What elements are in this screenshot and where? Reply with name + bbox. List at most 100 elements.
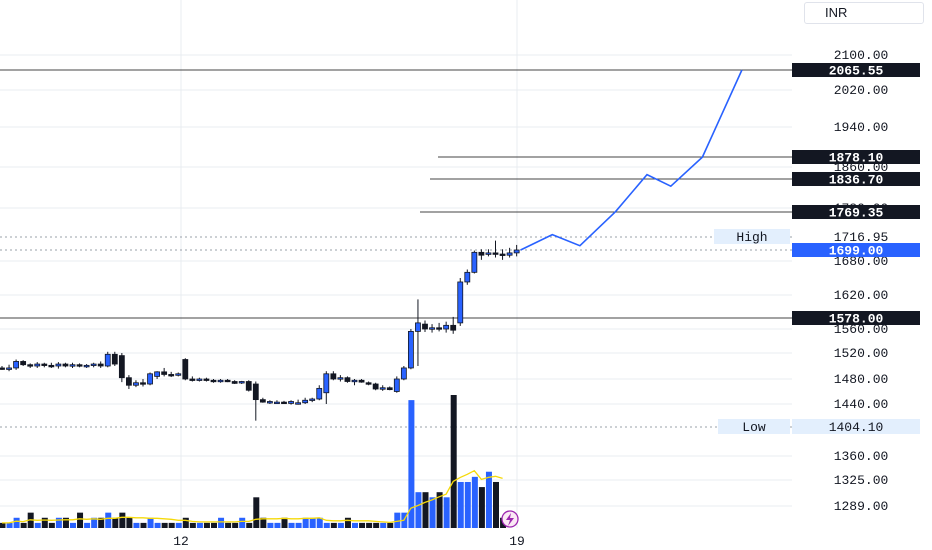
volume-bar — [55, 517, 62, 528]
candle-body — [147, 373, 153, 385]
candle-body — [168, 374, 175, 377]
candle-body — [450, 324, 457, 331]
candle-body — [118, 355, 125, 379]
volume-bar — [34, 522, 41, 528]
volume-bar — [41, 517, 48, 528]
candle-body — [295, 402, 302, 405]
candle-body — [415, 322, 421, 332]
candle-body — [379, 387, 386, 390]
volume-bar — [70, 522, 76, 528]
volume-bar — [380, 522, 387, 528]
volume-bar — [450, 395, 457, 528]
candle-body — [55, 363, 62, 367]
low-value: 1404.10 — [829, 420, 884, 435]
candle-body — [0, 367, 5, 370]
candle-body — [365, 382, 372, 385]
candle-body — [13, 361, 20, 369]
volume-bar — [408, 400, 415, 528]
volume-bar — [175, 522, 182, 528]
lightning-icon — [506, 513, 514, 526]
candle-body — [351, 379, 358, 383]
candle-body — [90, 363, 97, 366]
candle-body — [372, 383, 379, 390]
candle-body — [238, 381, 245, 384]
volume-bar — [168, 522, 175, 528]
volume-bar — [429, 497, 436, 528]
volume-bar — [422, 492, 429, 528]
volume-bar — [232, 522, 239, 528]
volume-bar — [91, 517, 98, 528]
candle-body — [6, 367, 12, 370]
volume-bar — [366, 522, 373, 528]
candle-body — [83, 364, 90, 368]
volume-bar — [98, 517, 105, 528]
volume-bar — [77, 512, 84, 528]
candle-body — [196, 378, 203, 381]
low-label: Low — [742, 420, 766, 435]
date-tick-label: 12 — [173, 534, 189, 549]
volume-bar — [352, 522, 358, 528]
volume-bar — [203, 522, 210, 528]
candle-body — [457, 281, 464, 324]
candle-body — [20, 361, 27, 366]
candle-body — [34, 363, 41, 367]
volume-bar — [84, 522, 91, 528]
candle-body — [182, 359, 189, 380]
candle-body — [62, 363, 69, 367]
candle-body — [224, 379, 231, 383]
candle-body — [316, 387, 323, 400]
candle-body — [485, 252, 492, 255]
candle-body — [27, 364, 34, 367]
candle-body — [76, 364, 83, 367]
volume-bar — [323, 522, 330, 528]
volume-bar — [196, 522, 203, 528]
volume-bar — [246, 522, 253, 528]
high-value: 1716.95 — [834, 230, 889, 245]
price-tick-label: 2100.00 — [834, 48, 889, 63]
volume-bar — [62, 517, 69, 528]
volume-bar — [147, 517, 154, 528]
low-value-box — [792, 419, 920, 434]
candle-body — [189, 378, 196, 381]
volume-bar — [281, 517, 288, 528]
candle-body — [69, 364, 76, 367]
price-tick-label: 1520.00 — [834, 346, 889, 361]
volume-bar — [387, 522, 394, 528]
level-price-tag — [792, 63, 920, 77]
candle-body — [422, 323, 428, 330]
level-price-tag — [792, 150, 920, 164]
candle-body — [492, 252, 499, 255]
volume-bar — [218, 517, 225, 528]
level-price-tag — [792, 172, 920, 186]
volume-bar — [0, 522, 6, 528]
volume-bar — [344, 517, 351, 528]
price-tick-label: 1940.00 — [834, 120, 889, 135]
candle-body — [281, 401, 287, 405]
volume-bar — [112, 517, 119, 528]
candle-body — [323, 373, 330, 394]
volume-bar — [288, 522, 295, 528]
candle-body — [478, 251, 485, 256]
volume-bar — [140, 522, 147, 528]
volume-bar — [443, 497, 450, 528]
volume-bar — [464, 481, 471, 528]
candle-body — [464, 271, 471, 283]
level-price-tag-label: 1836.70 — [829, 173, 884, 188]
price-tick-label: 1480.00 — [834, 372, 889, 387]
candle-body — [471, 251, 478, 273]
volume-bar — [6, 522, 13, 528]
candle-body — [154, 371, 161, 377]
candle-body — [161, 371, 168, 375]
candle-body — [175, 373, 182, 376]
currency-selector[interactable]: INR — [804, 2, 924, 24]
candle-body — [217, 379, 224, 383]
candle-body — [330, 373, 337, 380]
volume-bar — [316, 517, 323, 528]
volume-ma-line — [2, 469, 503, 524]
volume-bar — [126, 517, 133, 528]
candle-body — [133, 382, 139, 386]
volume-bar — [154, 522, 161, 528]
candle-body — [513, 249, 520, 254]
candle-body — [266, 401, 273, 404]
candle-body — [429, 327, 435, 330]
